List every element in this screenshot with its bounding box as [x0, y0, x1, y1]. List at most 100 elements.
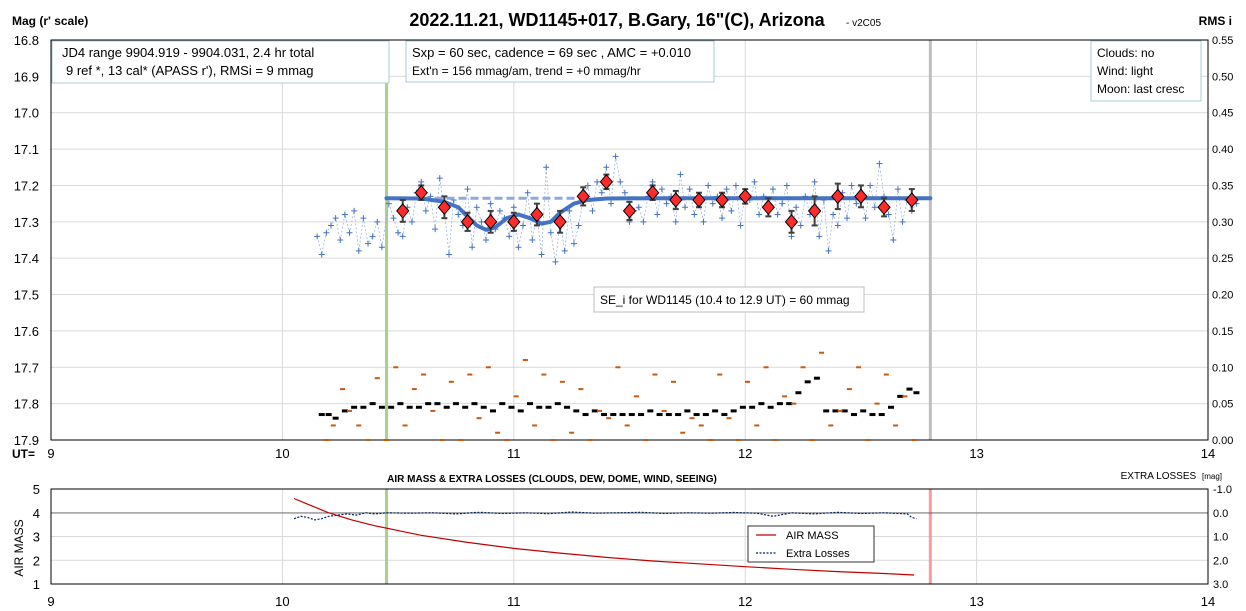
- main-y-tick-right: 0.00: [1212, 435, 1233, 447]
- airmass-x-ticks: 9 10 11 12 13 14: [47, 594, 1215, 609]
- individual-point: [848, 182, 855, 189]
- rms-black-point: [443, 405, 450, 409]
- individual-point: [621, 189, 628, 196]
- individual-point: [649, 178, 656, 185]
- rms-black-point: [554, 402, 561, 406]
- rms-black-point: [841, 409, 848, 413]
- main-x-tick: 9: [47, 446, 54, 461]
- individual-point: [355, 247, 362, 254]
- rms-black-point: [675, 413, 682, 417]
- individual-point: [617, 178, 624, 185]
- individual-point: [769, 186, 776, 193]
- individual-point: [408, 218, 415, 225]
- airmass-gridlines: [50, 488, 1209, 585]
- individual-point: [788, 233, 795, 240]
- individual-point: [885, 211, 892, 218]
- binned-point: [831, 188, 845, 205]
- binned-point: [692, 192, 706, 208]
- main-x-tick: 11: [507, 446, 521, 461]
- airmass-y-tick-left: 1: [33, 577, 40, 592]
- binned-point: [553, 214, 567, 230]
- main-y-tick-left: 17.9: [14, 433, 39, 448]
- rms-orange-point: [911, 439, 917, 441]
- rms-black-point: [601, 413, 608, 417]
- individual-point: [543, 164, 550, 171]
- rms-orange-point: [707, 439, 713, 441]
- individual-point: [603, 164, 610, 171]
- main-y-tick-right: 0.30: [1212, 217, 1233, 229]
- rms-black-point: [712, 409, 719, 413]
- info-box-left-line1: JD4 range 9904.919 - 9904.031, 2.4 hr to…: [62, 45, 314, 60]
- individual-point: [524, 189, 531, 196]
- rms-black-point: [638, 413, 645, 417]
- rms-black-point: [702, 413, 709, 417]
- binned-point: [599, 174, 614, 190]
- rms-black-point: [480, 405, 487, 409]
- main-x-tick: 13: [969, 446, 983, 461]
- rms-orange-point: [393, 366, 399, 369]
- rms-black-point: [573, 409, 580, 413]
- main-light-curve-chart: 2022.11.21, WD1145+017, B.Gary, 16"(C), …: [12, 10, 1233, 461]
- rms-black-point: [813, 376, 820, 380]
- rms-orange-point: [809, 439, 815, 441]
- rms-black-point: [693, 413, 700, 417]
- main-y-tick-right: 0.10: [1212, 362, 1233, 374]
- binned-point: [877, 199, 891, 216]
- airmass-y-tick-right: 3.0: [1213, 579, 1228, 591]
- individual-point: [612, 153, 619, 160]
- individual-point: [390, 215, 397, 222]
- rms-orange-point: [893, 424, 899, 427]
- individual-point: [834, 222, 841, 229]
- individual-point: [346, 229, 353, 236]
- individual-point: [374, 218, 381, 225]
- individual-point: [455, 211, 462, 218]
- main-chart-title: 2022.11.21, WD1145+017, B.Gary, 16"(C), …: [409, 10, 825, 30]
- main-y-ticks-right: 0.55 0.50 0.45 0.40 0.35 0.30 0.25 0.20 0.15 0.10…: [1212, 35, 1233, 447]
- main-x-label: UT=: [12, 447, 35, 461]
- individual-point: [337, 237, 344, 243]
- main-y-tick-right: 0.05: [1212, 399, 1233, 411]
- individual-point: [811, 178, 818, 185]
- individual-point: [594, 178, 601, 185]
- rms-black-point: [499, 402, 506, 406]
- binned-point: [905, 192, 919, 208]
- individual-point: [732, 182, 739, 189]
- individual-point: [323, 229, 330, 236]
- main-chart-version: - v2C05: [846, 18, 881, 29]
- main-y-tick-right: 0.40: [1212, 144, 1233, 156]
- rms-black-point: [318, 413, 325, 417]
- airmass-x-tick: 12: [738, 594, 752, 609]
- rms-black-point: [489, 409, 496, 413]
- airmass-y-tick-left: 3: [33, 530, 40, 545]
- main-y-tick-right: 0.15: [1212, 326, 1233, 338]
- main-y-tick-left: 17.2: [14, 178, 39, 193]
- rms-black-point: [628, 413, 635, 417]
- rms-black-point: [786, 402, 793, 406]
- airmass-y-tick-right: -1.0: [1213, 484, 1232, 496]
- rms-orange-point: [837, 409, 843, 412]
- main-x-tick: 14: [1201, 446, 1215, 461]
- main-y-tick-left: 17.4: [14, 251, 39, 266]
- rms-orange-point: [532, 424, 538, 427]
- rms-black-point: [397, 402, 404, 406]
- info-box-left: JD4 range 9904.919 - 9904.031, 2.4 hr to…: [51, 40, 390, 84]
- individual-point: [478, 218, 485, 225]
- rms-orange-point: [347, 409, 353, 412]
- binned-point: [761, 199, 775, 216]
- rms-orange-point: [606, 417, 612, 420]
- rms-orange-point: [828, 424, 834, 427]
- main-y-tick-right: 0.20: [1212, 290, 1233, 302]
- rms-black-point: [378, 405, 385, 409]
- individual-point: [327, 222, 334, 229]
- individual-point: [876, 160, 883, 167]
- individual-point: [360, 215, 367, 222]
- rms-black-point: [869, 413, 876, 417]
- main-x-tick: 10: [275, 446, 289, 461]
- main-plot-frame: [50, 39, 1209, 441]
- individual-point: [547, 229, 554, 236]
- rms-orange-point: [550, 439, 556, 441]
- individual-point: [365, 240, 372, 247]
- rms-black-point: [795, 391, 802, 395]
- individual-point: [700, 218, 707, 225]
- individual-point: [774, 211, 781, 218]
